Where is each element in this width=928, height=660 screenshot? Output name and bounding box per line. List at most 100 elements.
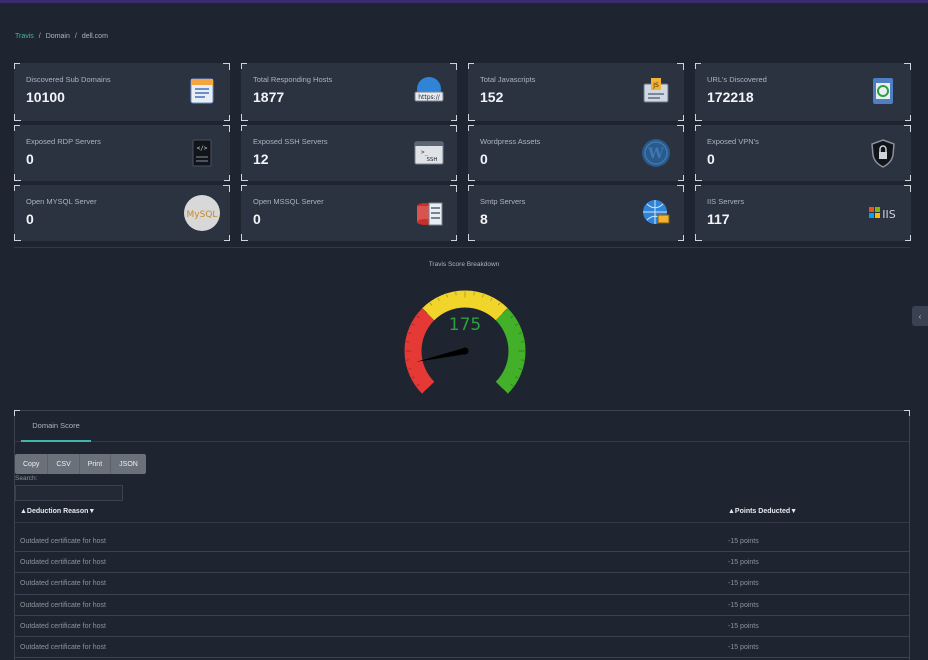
stat-value: 10100 bbox=[26, 89, 65, 105]
column-header-deduction-reason[interactable]: ▲Deduction Reason▼ bbox=[20, 508, 96, 515]
print-button[interactable]: Print bbox=[80, 454, 112, 474]
stat-label: IIS Servers bbox=[707, 197, 745, 206]
csv-button[interactable]: CSV bbox=[48, 454, 80, 474]
points-cell: -15 points bbox=[728, 559, 759, 567]
ssh-terminal-icon: >_ SSH bbox=[414, 141, 444, 165]
link-document-icon bbox=[873, 78, 893, 104]
gauge-tick bbox=[408, 332, 412, 334]
search-label: Search: bbox=[15, 475, 38, 482]
gauge-tick bbox=[482, 294, 484, 298]
mssql-database-icon bbox=[417, 202, 443, 226]
deduction-reason-cell: Outdated certificate for host bbox=[20, 580, 106, 588]
svg-text:>_: >_ bbox=[421, 149, 429, 156]
stat-value: 117 bbox=[707, 211, 730, 227]
tab-bar: Domain Score bbox=[15, 411, 909, 442]
gauge-needle-pointer bbox=[416, 347, 466, 362]
stat-label: Smtp Servers bbox=[480, 197, 526, 206]
stat-value: 0 bbox=[26, 151, 34, 167]
stat-card-javascripts[interactable]: Total Javascripts 152 JS bbox=[468, 63, 684, 121]
export-button-group: Copy CSV Print JSON bbox=[15, 454, 146, 474]
gauge-tick bbox=[518, 332, 522, 334]
icon-text: JS bbox=[652, 82, 659, 89]
stat-card-rdp[interactable]: Exposed RDP Servers 0 </> bbox=[14, 125, 230, 181]
vpn-shield-icon bbox=[871, 139, 895, 168]
gauge-title: Travis Score Breakdown bbox=[428, 261, 500, 268]
gauge-tick bbox=[411, 376, 415, 379]
points-cell: -15 points bbox=[728, 622, 759, 630]
deduction-reason-cell: Outdated certificate for host bbox=[20, 622, 106, 630]
points-cell: -15 points bbox=[728, 538, 759, 545]
gauge-tick bbox=[416, 315, 420, 319]
gauge-needle bbox=[416, 347, 469, 362]
stat-card-wordpress[interactable]: Wordpress Assets 0 W bbox=[468, 125, 684, 181]
stat-value: 12 bbox=[253, 151, 269, 167]
gauge-yellow-zone bbox=[422, 290, 508, 321]
stat-label: Open MYSQL Server bbox=[26, 197, 97, 206]
rdp-server-icon: </> bbox=[192, 139, 212, 167]
icon-text: IIS bbox=[882, 208, 895, 221]
gauge-tick bbox=[422, 308, 428, 314]
gauge-tick bbox=[437, 297, 440, 301]
breadcrumb-travis-link[interactable]: Travis bbox=[15, 33, 34, 40]
gauge-tick bbox=[411, 323, 415, 326]
sidebar-toggle-tab[interactable]: ‹ bbox=[912, 306, 928, 326]
gauge-tick bbox=[515, 376, 519, 379]
stat-card-subdomains[interactable]: Discovered Sub Domains 10100 bbox=[14, 63, 230, 121]
section-divider bbox=[14, 247, 910, 248]
gauge-tick bbox=[446, 294, 448, 298]
gauge-tick bbox=[502, 388, 508, 394]
stat-value: 0 bbox=[26, 211, 34, 227]
json-button[interactable]: JSON bbox=[119, 460, 138, 468]
deduction-reason-cell: Outdated certificate for host bbox=[20, 601, 106, 609]
stat-label: Exposed SSH Servers bbox=[253, 137, 328, 146]
gauge-tick bbox=[497, 302, 501, 306]
gauge-tick bbox=[510, 383, 514, 387]
stat-card-urls[interactable]: URL's Discovered 172218 bbox=[695, 63, 911, 121]
gauge-value: 175 bbox=[449, 315, 481, 335]
stat-card-mysql[interactable]: Open MYSQL Server 0 MySQL bbox=[14, 185, 230, 241]
gauge-ticks bbox=[405, 291, 525, 394]
stat-label: Discovered Sub Domains bbox=[26, 75, 111, 84]
stats-grid: Discovered Sub Domains 10100 Total Respo… bbox=[14, 63, 911, 245]
breadcrumb-separator: / bbox=[38, 33, 41, 40]
gauge-tick bbox=[408, 368, 412, 370]
stat-card-responding-hosts[interactable]: Total Responding Hosts 1877 https:// bbox=[241, 63, 457, 121]
points-cell: -15 points bbox=[728, 580, 759, 588]
breadcrumb-separator: / bbox=[74, 33, 77, 40]
stat-card-iis[interactable]: IIS Servers 117 IIS bbox=[695, 185, 911, 241]
gauge-arcs bbox=[404, 290, 526, 394]
table-row: Outdated certificate for host -15 points bbox=[15, 552, 909, 574]
stat-card-ssh[interactable]: Exposed SSH Servers 12 >_ SSH bbox=[241, 125, 457, 181]
table-row: Outdated certificate for host -15 points bbox=[15, 531, 909, 553]
header-divider bbox=[15, 522, 909, 523]
domain-score-panel: Domain Score Copy CSV Print JSON Search:… bbox=[14, 410, 910, 660]
points-cell: -15 points bbox=[728, 601, 759, 609]
column-header-points-deducted[interactable]: ▲Points Deducted▼ bbox=[728, 508, 798, 515]
tab-domain-score[interactable]: Domain Score bbox=[21, 411, 91, 442]
stat-value: 0 bbox=[253, 211, 261, 227]
icon-text: MySQL bbox=[187, 210, 218, 220]
icon-text: SSH bbox=[426, 157, 437, 163]
score-gauge: 175 bbox=[404, 290, 526, 394]
gauge-tick bbox=[429, 302, 433, 306]
gauge-tick bbox=[510, 315, 514, 319]
stat-card-vpn[interactable]: Exposed VPN's 0 bbox=[695, 125, 911, 181]
breadcrumb: Travis / Domain / dell.com bbox=[15, 33, 108, 40]
stat-value: 0 bbox=[707, 151, 715, 167]
stat-label: URL's Discovered bbox=[707, 75, 767, 84]
breadcrumb-domain-link[interactable]: Domain bbox=[45, 33, 70, 40]
gauge-tick bbox=[502, 308, 508, 314]
search-input[interactable] bbox=[15, 485, 123, 501]
table-row: Outdated certificate for host -15 points bbox=[15, 573, 909, 595]
stat-value: 0 bbox=[480, 151, 488, 167]
deduction-reason-cell: Outdated certificate for host bbox=[20, 643, 106, 651]
stat-card-smtp[interactable]: Smtp Servers 8 bbox=[468, 185, 684, 241]
stat-card-mssql[interactable]: Open MSSQL Server 0 bbox=[241, 185, 457, 241]
stat-value: 152 bbox=[480, 89, 504, 105]
copy-button[interactable]: Copy bbox=[15, 454, 49, 474]
stat-value: 1877 bbox=[253, 89, 285, 105]
points-cell: -15 points bbox=[728, 643, 759, 651]
stat-value: 172218 bbox=[707, 89, 754, 105]
stat-label: Total Javascripts bbox=[480, 75, 536, 84]
stat-value: 8 bbox=[480, 211, 488, 227]
